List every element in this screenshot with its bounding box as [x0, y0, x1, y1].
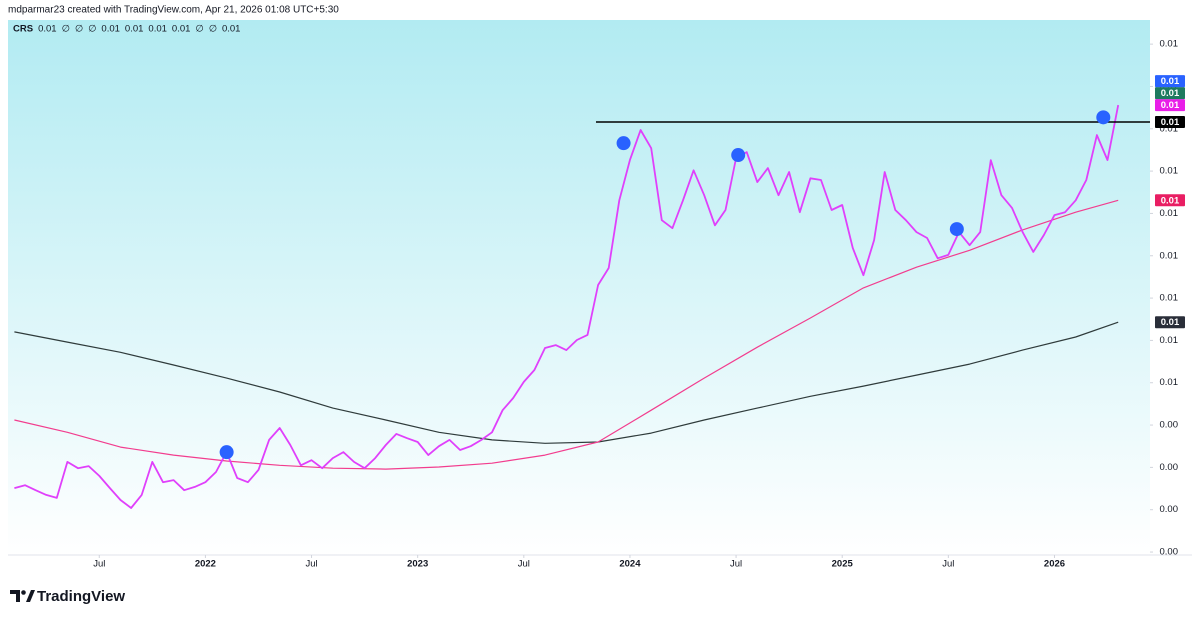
logo: TradingView: [10, 588, 125, 605]
x-tick-label: 2026: [1044, 559, 1065, 570]
signal-marker: [219, 445, 234, 460]
legend-item: ∅: [62, 24, 70, 35]
y-tick-label: 0.00: [1160, 547, 1179, 558]
x-tick-label: 2025: [832, 559, 854, 570]
x-tick-label: 2022: [195, 559, 216, 570]
x-tick-label: Jul: [305, 559, 317, 570]
y-tick-label: 0.00: [1160, 504, 1179, 515]
y-tick-label: 0.01: [1160, 208, 1179, 219]
signal-marker: [1096, 110, 1111, 125]
last-value-badge: [1155, 99, 1185, 112]
legend-item: 0.01: [125, 24, 144, 35]
last-value-badge: [1155, 316, 1185, 329]
legend-item: 0.01: [101, 24, 120, 35]
y-tick-label: 0.00: [1160, 420, 1179, 431]
x-tick-label: 2023: [407, 559, 428, 570]
x-tick-label: 2024: [619, 559, 641, 570]
logo-icon: [26, 590, 35, 602]
series-line: [14, 104, 1120, 509]
indicator-badge: [1155, 87, 1185, 100]
series-line: [14, 199, 1119, 470]
last-value-badge-label: 0.01: [1161, 100, 1180, 111]
line-badge: [1155, 116, 1185, 129]
signal-marker: [949, 222, 964, 237]
y-tick-label: 0.01: [1160, 39, 1179, 50]
indicator-badge: [1155, 75, 1185, 88]
legend-item: ∅: [75, 24, 83, 35]
indicator-badge-label: 0.01: [1161, 76, 1180, 87]
logo-icon: [21, 590, 26, 595]
legend-item: CRS: [13, 24, 33, 35]
header: mdparmar23 created with TradingView.com,…: [8, 5, 339, 16]
x-tick-label: Jul: [518, 559, 530, 570]
signal-marker: [731, 148, 746, 163]
legend-item: 0.01: [222, 24, 241, 35]
y-tick-label: 0.01: [1160, 335, 1179, 346]
legend-item: 0.01: [172, 24, 191, 35]
last-value-badge: [1155, 194, 1185, 207]
x-tick-label: Jul: [93, 559, 105, 570]
legend-item: ∅: [195, 24, 203, 35]
y-tick-label: 0.01: [1160, 293, 1179, 304]
y-tick-label: 0.01: [1160, 166, 1179, 177]
footer: TradingView: [37, 588, 125, 605]
legend-item: ∅: [88, 24, 96, 35]
plot-area: [8, 20, 1150, 555]
y-tick-label: 0.01: [1160, 123, 1179, 134]
legend-item: ∅: [209, 24, 217, 35]
y-tick-label: 0.01: [1160, 250, 1179, 261]
last-value-badge-label: 0.01: [1161, 195, 1180, 206]
line-badge-label: 0.01: [1161, 117, 1180, 128]
x-tick-label: Jul: [730, 559, 742, 570]
indicator-badge-label: 0.01: [1161, 88, 1180, 99]
legend-item: 0.01: [148, 24, 167, 35]
signal-marker: [616, 136, 631, 151]
y-tick-label: 0.00: [1160, 462, 1179, 473]
series-line: [14, 321, 1119, 444]
legend-item: 0.01: [38, 24, 57, 35]
logo-icon: [10, 590, 20, 602]
x-tick-label: Jul: [942, 559, 954, 570]
last-value-badge-label: 0.01: [1161, 317, 1180, 328]
y-tick-label: 0.01: [1160, 377, 1179, 388]
